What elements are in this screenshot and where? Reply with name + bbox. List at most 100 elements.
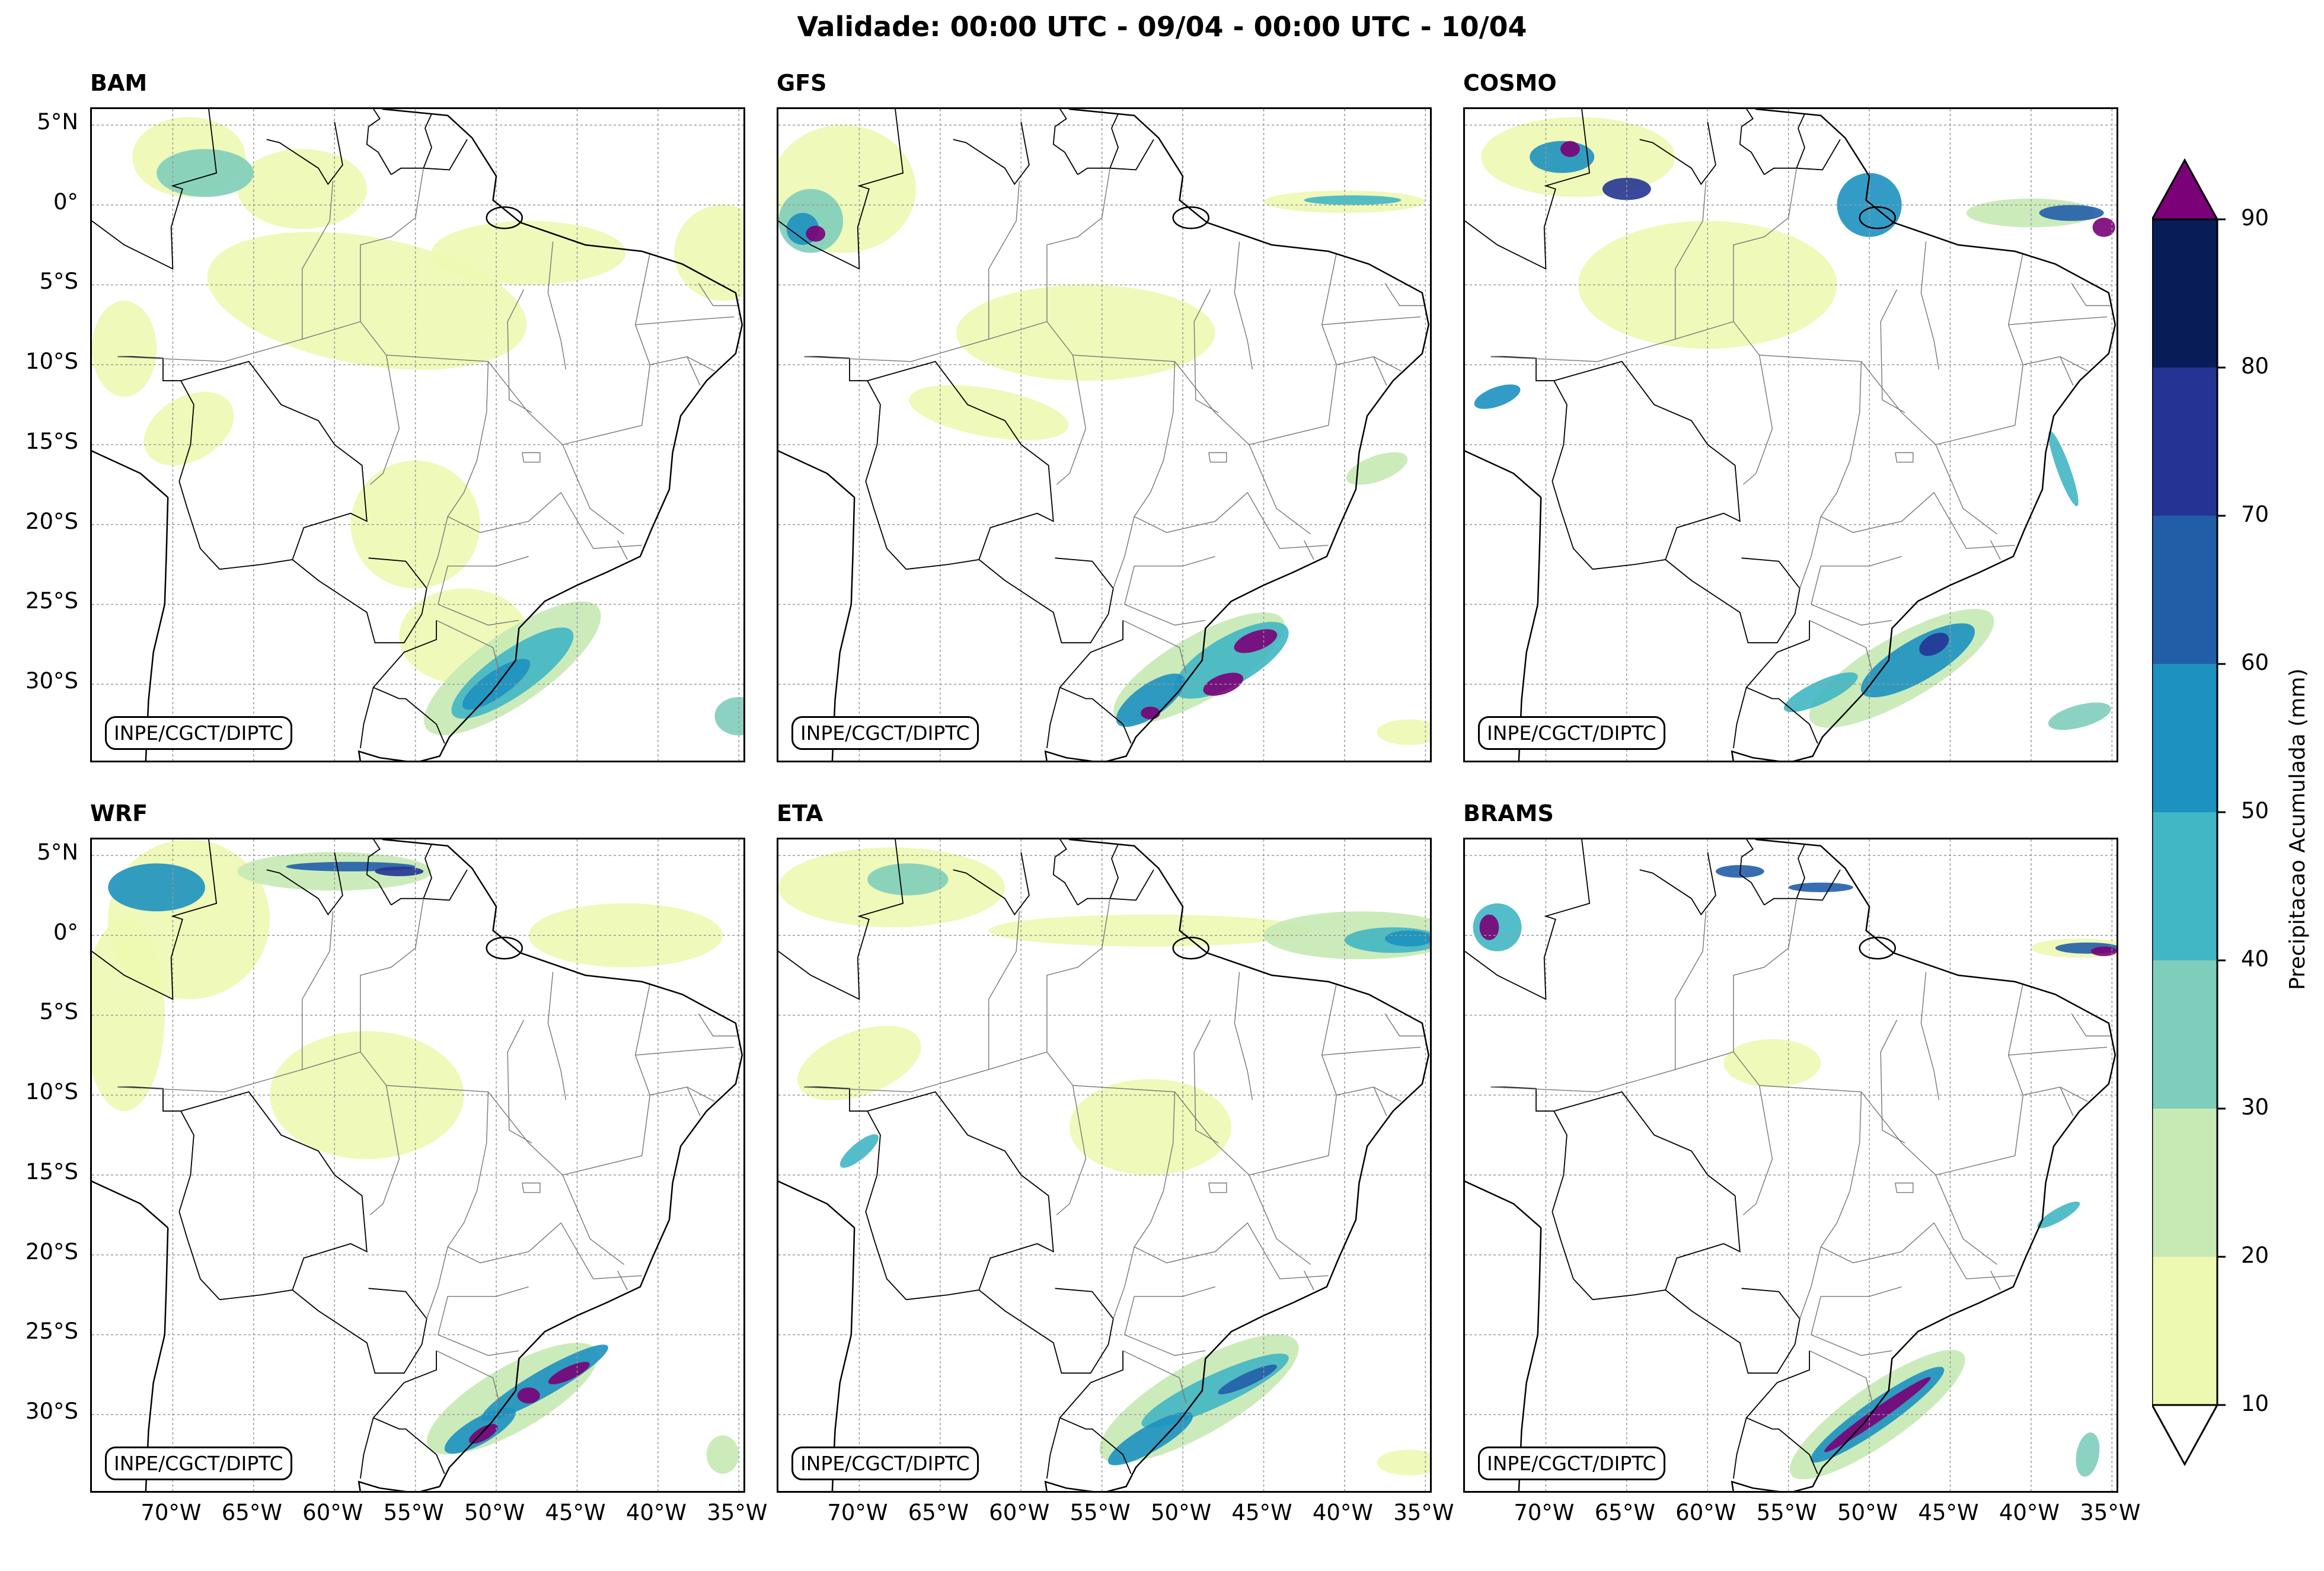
country-border: [92, 109, 218, 270]
lon-label: 70°W: [827, 1500, 888, 1525]
credit-box: INPE/CGCT/DIPTC: [105, 716, 292, 750]
state-border: [2071, 1013, 2112, 1037]
state-border: [1935, 444, 1998, 535]
marajo-island: [1172, 937, 1209, 960]
colorbar-tick-label: 40: [2241, 946, 2269, 972]
state-border: [1811, 555, 1902, 626]
state-border: [1234, 972, 1253, 1100]
state-border: [2008, 316, 2108, 325]
state-border: [1304, 540, 1314, 560]
map-panel-cosmo: INPE/CGCT/DIPTC: [1463, 107, 2118, 762]
precip-field: [1474, 117, 2115, 730]
precip-cell-14: [1783, 672, 1858, 713]
lat-label: 25°S: [25, 588, 78, 614]
precip-cell-12: [1107, 1412, 1193, 1465]
state-border: [1880, 289, 1905, 413]
coastline-chile: [1518, 497, 1542, 761]
map-panel-gfs: INPE/CGCT/DIPTC: [777, 107, 1432, 762]
country-border: [778, 109, 904, 270]
state-border: [1799, 516, 1821, 589]
map-panel-wrf: INPE/CGCT/DIPTC: [90, 838, 745, 1493]
colorbar-label: Precipitacao Acumulada (mm): [2285, 668, 2310, 990]
panel-title-wrf: WRF: [90, 800, 148, 826]
lat-label: 5°S: [39, 999, 78, 1025]
precip-field: [1473, 865, 2116, 1480]
precip-cell-13: [1377, 1449, 1430, 1476]
country-border: [1592, 557, 1801, 644]
marajo-island: [1172, 206, 1209, 229]
state-border: [1820, 361, 2015, 549]
state-border: [447, 1091, 642, 1279]
precip-cell-11: [1824, 1377, 1931, 1452]
country-border: [906, 557, 1114, 644]
state-border: [1675, 181, 1707, 340]
state-border: [1113, 516, 1135, 589]
state-border: [2071, 283, 2112, 306]
precip-cell-1: [108, 863, 205, 912]
state-border: [1490, 983, 2024, 1176]
precip-cell-5: [528, 903, 723, 967]
coastline: [1731, 839, 2116, 1491]
gridlines: [778, 109, 1430, 761]
lon-label: 60°W: [1675, 1500, 1736, 1525]
state-border: [1321, 1046, 1421, 1056]
precip-cell-13: [1919, 633, 1949, 656]
state-border: [1733, 898, 1797, 1052]
coastline-peru: [778, 450, 855, 498]
state-border: [1384, 1013, 1426, 1037]
country-border: [906, 1288, 1114, 1374]
country-border: [1059, 1417, 1132, 1474]
precip-cell-7: [1723, 1039, 1821, 1087]
state-border: [436, 620, 500, 673]
country-border: [1764, 139, 1841, 175]
state-border: [1134, 361, 1329, 549]
precip-cell-14: [1141, 706, 1160, 720]
marajo-island: [1859, 206, 1896, 229]
precip-cell-3: [431, 221, 626, 285]
state-border: [1134, 1091, 1329, 1279]
country-border: [1746, 1417, 1818, 1474]
precip-cell-14: [706, 1435, 739, 1474]
state-border: [1742, 1085, 1773, 1215]
coastline: [357, 109, 743, 761]
precip-cell-8: [2037, 1201, 2080, 1228]
country-border: [953, 852, 1030, 916]
colorbar-under-arrow: [2152, 1404, 2219, 1467]
state-border: [1124, 555, 1215, 626]
credit-box: INPE/CGCT/DIPTC: [791, 716, 979, 750]
country-border: [1796, 113, 1805, 169]
country-border: [423, 844, 432, 899]
state-border: [617, 1270, 628, 1291]
country-border: [804, 356, 907, 570]
country-border: [1639, 122, 1716, 186]
panel-title-brams: BRAMS: [1463, 800, 1554, 826]
coastline-peru: [92, 450, 169, 498]
lat-label: 10°S: [25, 349, 78, 375]
state-border: [426, 1247, 448, 1319]
state-border: [1799, 1247, 1821, 1319]
country-border: [1739, 839, 1765, 905]
lon-label: 45°W: [1918, 1500, 1979, 1525]
state-border: [438, 1286, 529, 1356]
coastline: [1044, 839, 1430, 1491]
state-border: [302, 181, 334, 340]
state-border: [547, 241, 567, 370]
coastline: [357, 839, 743, 1491]
state-border: [1809, 1350, 1873, 1404]
state-border: [1742, 355, 1773, 485]
lat-label: 15°S: [25, 428, 78, 454]
precip-cell-6: [92, 919, 165, 1112]
colorbar-tick-label: 50: [2241, 798, 2269, 823]
precip-cell-5: [143, 391, 234, 466]
state-border: [2060, 1087, 2088, 1102]
precip-cell-8: [1070, 1079, 1231, 1175]
state-border: [302, 911, 334, 1070]
state-border: [447, 361, 642, 549]
gridlines: [92, 839, 743, 1491]
marajo-island: [486, 937, 523, 960]
lon-label: 55°W: [1070, 1500, 1131, 1525]
country-border: [219, 557, 427, 644]
country-border: [1465, 109, 1591, 270]
map-panel-eta: INPE/CGCT/DIPTC: [777, 838, 1432, 1493]
lon-label: 40°W: [1312, 1500, 1374, 1525]
